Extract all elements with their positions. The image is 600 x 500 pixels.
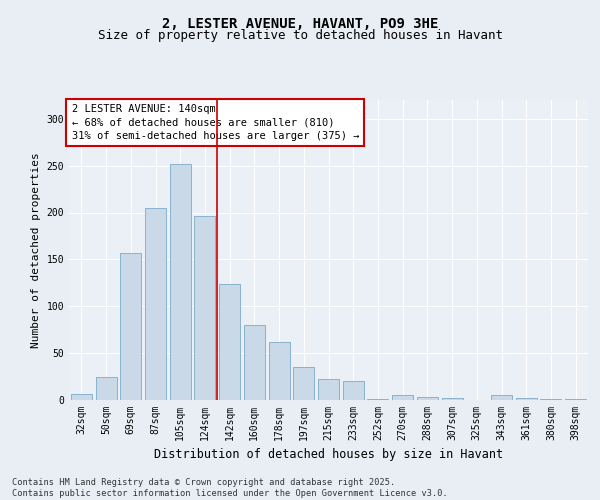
Bar bbox=[491, 396, 512, 400]
Bar bbox=[244, 325, 265, 400]
Bar bbox=[565, 399, 586, 400]
Bar bbox=[145, 208, 166, 400]
Text: Contains HM Land Registry data © Crown copyright and database right 2025.
Contai: Contains HM Land Registry data © Crown c… bbox=[12, 478, 448, 498]
Text: 2 LESTER AVENUE: 140sqm
← 68% of detached houses are smaller (810)
31% of semi-d: 2 LESTER AVENUE: 140sqm ← 68% of detache… bbox=[71, 104, 359, 141]
Bar bbox=[442, 398, 463, 400]
Bar bbox=[120, 253, 141, 400]
Bar bbox=[170, 164, 191, 400]
Bar bbox=[269, 342, 290, 400]
Text: Size of property relative to detached houses in Havant: Size of property relative to detached ho… bbox=[97, 29, 503, 42]
Bar bbox=[541, 399, 562, 400]
Y-axis label: Number of detached properties: Number of detached properties bbox=[31, 152, 41, 348]
Bar bbox=[367, 399, 388, 400]
Bar bbox=[417, 397, 438, 400]
Bar bbox=[516, 398, 537, 400]
Bar bbox=[318, 380, 339, 400]
Bar bbox=[293, 367, 314, 400]
Bar bbox=[343, 381, 364, 400]
Bar bbox=[95, 376, 116, 400]
Bar bbox=[71, 394, 92, 400]
X-axis label: Distribution of detached houses by size in Havant: Distribution of detached houses by size … bbox=[154, 448, 503, 462]
Text: 2, LESTER AVENUE, HAVANT, PO9 3HE: 2, LESTER AVENUE, HAVANT, PO9 3HE bbox=[162, 18, 438, 32]
Bar bbox=[194, 216, 215, 400]
Bar bbox=[219, 284, 240, 400]
Bar bbox=[392, 396, 413, 400]
